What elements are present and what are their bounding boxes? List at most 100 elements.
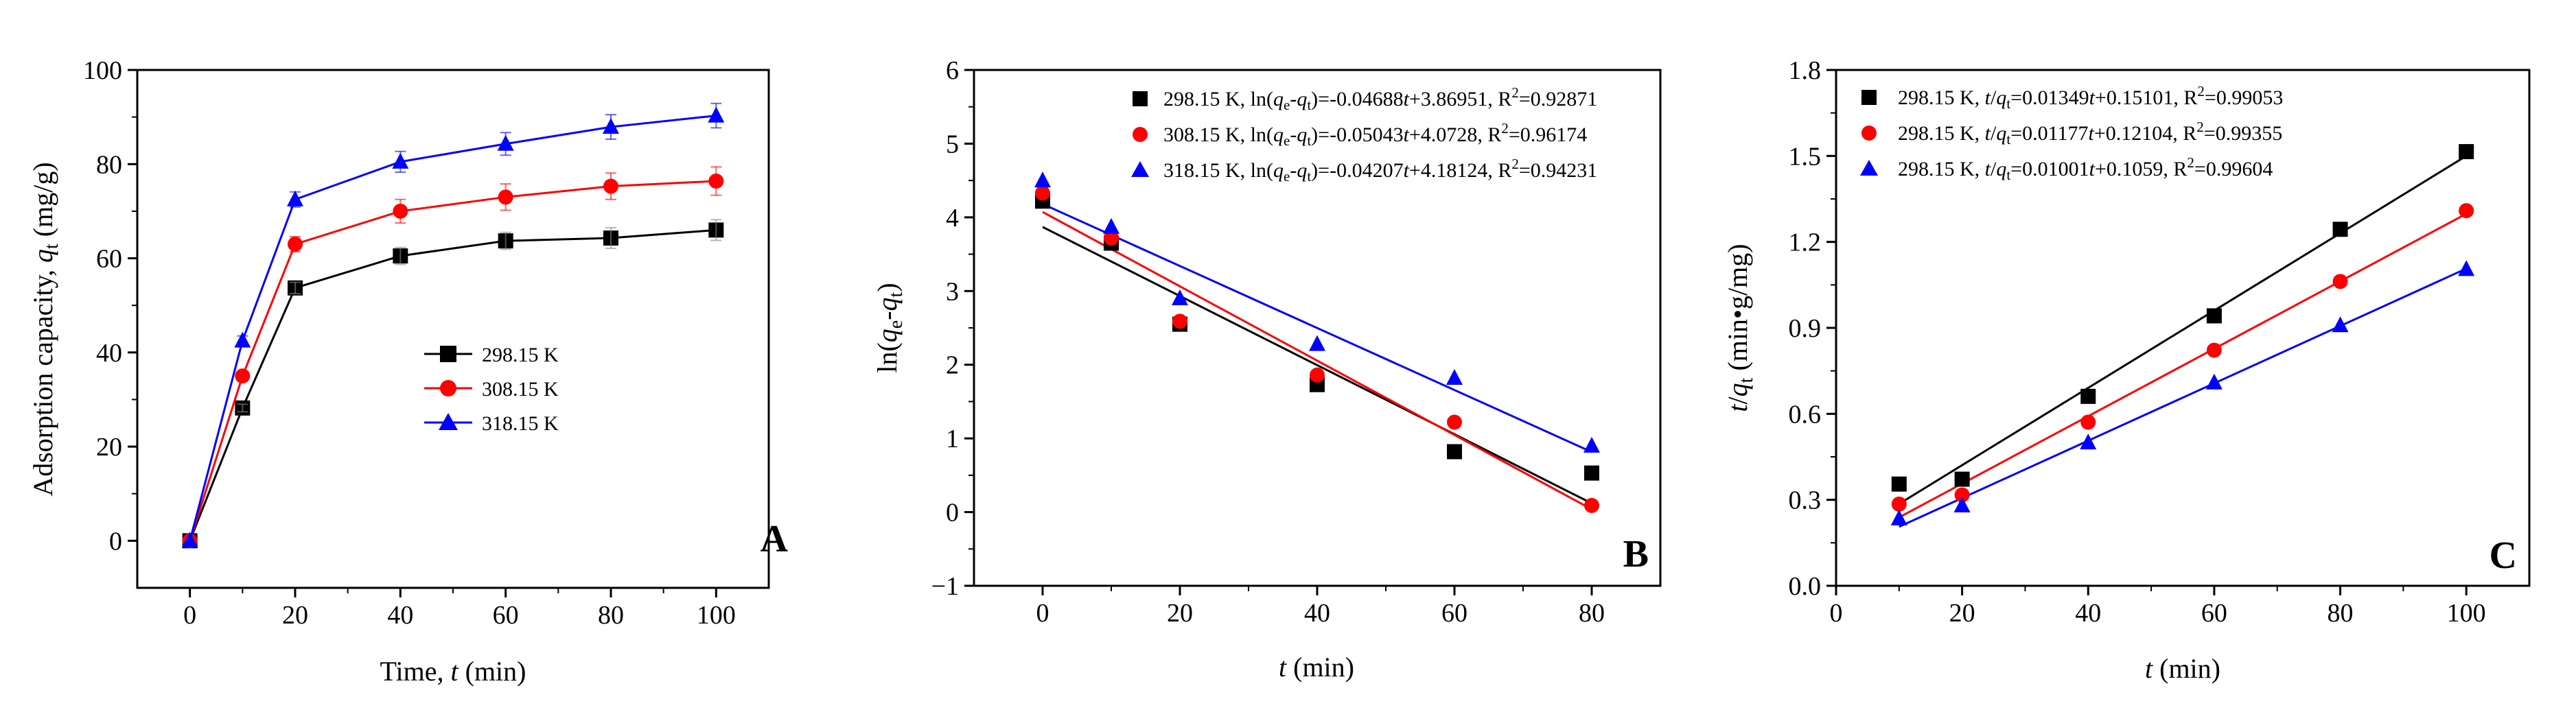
data-point	[1890, 509, 1907, 525]
data-point	[1103, 217, 1119, 234]
x-tick-label: 40	[2075, 599, 2101, 628]
y-tick-label: 1.2	[1789, 228, 1822, 257]
panel-c-legend-equation: 298.15 K, t/qt=0.01001t+0.1059, R2=0.996…	[1898, 154, 2273, 183]
series-line	[189, 115, 717, 541]
x-tick-label: 0	[1036, 599, 1049, 628]
data-point	[1954, 471, 1970, 487]
data-point	[1034, 171, 1051, 188]
legend-square-marker	[440, 346, 456, 362]
x-tick-label: 20	[282, 601, 308, 630]
y-tick-label: 1.8	[1789, 56, 1822, 85]
legend-square-marker	[1133, 91, 1148, 106]
data-point	[2459, 144, 2474, 160]
panel-c-x-axis-label: t (min)	[2145, 653, 2220, 684]
fit-line	[1042, 226, 1592, 505]
x-tick-label: 0	[1830, 599, 1843, 628]
y-tick-label: 0.0	[1789, 572, 1822, 601]
panel-c-legend-item: 298.15 K, t/qt=0.01177t+0.12104, R2=0.99…	[1861, 119, 2282, 147]
y-tick-label: 100	[83, 56, 122, 85]
panel-a-y-axis-label: Adsorption capacity, qt (mg/g)	[27, 162, 62, 496]
panel-b-legend-equation: 318.15 K, ln(qe-qt)=-0.04207t+4.18124, R…	[1163, 156, 1597, 185]
data-point	[2080, 388, 2096, 404]
legend-square-marker	[1861, 90, 1877, 105]
panel-a-legend-label: 308.15 K	[482, 378, 559, 401]
y-tick-label: 60	[96, 245, 122, 274]
panel-c-legend-item: 298.15 K, t/qt=0.01001t+0.1059, R2=0.996…	[1860, 154, 2273, 183]
x-tick-label: 60	[1441, 599, 1467, 628]
panel-b-legend: 298.15 K, ln(qe-qt)=-0.04688t+3.86951, R…	[1131, 84, 1597, 185]
y-tick-label: 3	[946, 277, 959, 306]
data-point	[2206, 308, 2222, 324]
x-tick-label: 40	[387, 601, 413, 630]
panel-c-y-axis-label: t/qt (min•g/mg)	[1722, 244, 1757, 412]
legend-triangle-marker	[439, 413, 458, 430]
legend-triangle-marker	[1131, 161, 1149, 177]
fit-line	[1042, 203, 1592, 453]
legend-circle-marker	[440, 380, 456, 396]
data-point	[2206, 342, 2222, 358]
y-tick-label: 20	[96, 433, 122, 462]
panel-c-letter: C	[2490, 534, 2517, 577]
panel-c-legend-equation: 298.15 K, t/qt=0.01177t+0.12104, R2=0.99…	[1898, 119, 2282, 147]
fit-line	[1899, 155, 2467, 505]
y-tick-label: 0.6	[1789, 400, 1822, 429]
data-point	[181, 532, 198, 548]
fit-line	[1899, 213, 2467, 519]
panel-b-y-axis-label: ln(qe-qt)	[872, 283, 907, 372]
y-tick-label: 40	[96, 339, 122, 368]
x-tick-label: 60	[493, 601, 519, 630]
x-tick-label: 80	[598, 601, 624, 630]
legend-circle-marker	[1861, 126, 1877, 141]
data-point	[2205, 373, 2223, 390]
panel-a-legend-item: 308.15 K	[424, 378, 559, 401]
data-point	[1447, 414, 1462, 430]
data-point	[1891, 496, 1907, 512]
y-tick-label: 1.5	[1789, 142, 1822, 171]
legend-triangle-marker	[1860, 160, 1878, 176]
panel-b-legend-item: 298.15 K, ln(qe-qt)=-0.04688t+3.86951, R…	[1133, 84, 1597, 113]
data-point	[1310, 367, 1325, 383]
x-tick-label: 40	[1304, 599, 1330, 628]
x-tick-label: 20	[1167, 599, 1193, 628]
y-tick-label: 0	[109, 527, 122, 556]
y-tick-label: 2	[946, 351, 959, 380]
y-tick-label: −1	[931, 572, 959, 601]
panel-a-legend-item: 318.15 K	[424, 412, 559, 435]
panel-b-legend-equation: 308.15 K, ln(qe-qt)=-0.05043t+4.0728, R2…	[1163, 120, 1587, 149]
panel-b-legend-equation: 298.15 K, ln(qe-qt)=-0.04688t+3.86951, R…	[1163, 84, 1597, 113]
x-tick-label: 20	[1949, 599, 1975, 628]
data-point	[2080, 434, 2097, 450]
panel-a-legend: 298.15 K 308.15 K 318.15 K	[424, 344, 559, 435]
data-point	[2332, 222, 2348, 237]
panel-b-legend-item: 308.15 K, ln(qe-qt)=-0.05043t+4.0728, R2…	[1133, 120, 1587, 149]
y-tick-label: 5	[946, 130, 959, 158]
y-tick-label: 0.3	[1789, 486, 1822, 515]
y-tick-label: 6	[946, 56, 959, 85]
y-tick-label: 4	[946, 204, 959, 233]
data-point	[2459, 203, 2474, 219]
data-point	[2080, 414, 2096, 430]
panel-c-legend-equation: 298.15 K, t/qt=0.01349t+0.15101, R2=0.99…	[1898, 83, 2283, 112]
x-tick-label: 80	[1579, 599, 1605, 628]
data-point	[1172, 289, 1188, 306]
data-point	[1446, 369, 1463, 385]
panel-c-legend-item: 298.15 K, t/qt=0.01349t+0.15101, R2=0.99…	[1861, 83, 2283, 112]
panel-b-letter: B	[1623, 533, 1649, 575]
y-tick-label: 0.9	[1789, 314, 1822, 343]
panel-c-pseudo-second-order-chart: 0 20 40 60 80 100 0.0 0.3 0.6 0.9 1.2 1.5 1.8 C t (m…	[1722, 56, 2531, 684]
data-point	[1309, 335, 1325, 351]
panel-c-legend: 298.15 K, t/qt=0.01349t+0.15101, R2=0.99…	[1860, 83, 2283, 183]
panel-a-letter: A	[761, 518, 789, 560]
panel-a-legend-label: 318.15 K	[482, 412, 559, 435]
data-point	[1035, 185, 1050, 201]
data-point	[1447, 444, 1462, 460]
x-tick-label: 80	[2328, 599, 2354, 628]
panel-b-pseudo-first-order-chart: 0 20 40 60 80 −1 0 1 2 3 4 5 6 B t (min) ln(qe-qt) 2…	[872, 56, 1662, 683]
y-tick-label: 0	[946, 499, 959, 527]
panel-a-plot-frame	[136, 69, 770, 589]
x-tick-label: 100	[697, 601, 736, 630]
panel-a-legend-label: 298.15 K	[482, 344, 559, 366]
panel-b-legend-item: 318.15 K, ln(qe-qt)=-0.04207t+4.18124, R…	[1131, 156, 1597, 185]
panel-a-legend-item: 298.15 K	[424, 344, 559, 366]
data-point	[1104, 230, 1119, 246]
